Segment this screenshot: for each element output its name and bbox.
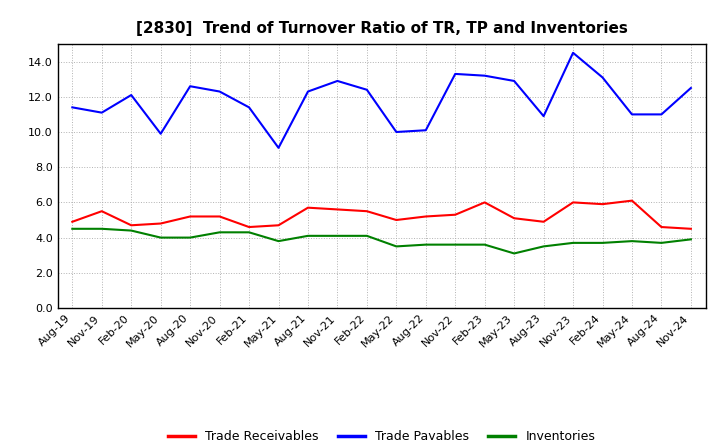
Inventories (510, 251, 518, 256)
Trade Receivables (363, 209, 372, 214)
Inventories (687, 237, 696, 242)
Inventories (392, 244, 400, 249)
Trade Payables (245, 105, 253, 110)
Inventories (333, 233, 342, 238)
Trade Payables (598, 75, 607, 80)
Trade Payables (451, 71, 459, 77)
Trade Payables (333, 78, 342, 84)
Trade Receivables (245, 224, 253, 230)
Inventories (245, 230, 253, 235)
Trade Payables (127, 92, 135, 98)
Trade Payables (539, 114, 548, 119)
Trade Receivables (421, 214, 430, 219)
Trade Payables (657, 112, 666, 117)
Trade Receivables (333, 207, 342, 212)
Inventories (68, 226, 76, 231)
Trade Receivables (687, 226, 696, 231)
Trade Receivables (392, 217, 400, 223)
Trade Receivables (156, 221, 165, 226)
Trade Payables (215, 89, 224, 94)
Trade Receivables (215, 214, 224, 219)
Trade Payables (480, 73, 489, 78)
Trade Receivables (539, 219, 548, 224)
Inventories (97, 226, 106, 231)
Trade Receivables (510, 216, 518, 221)
Inventories (304, 233, 312, 238)
Inventories (480, 242, 489, 247)
Trade Receivables (569, 200, 577, 205)
Trade Receivables (480, 200, 489, 205)
Inventories (274, 238, 283, 244)
Inventories (127, 228, 135, 233)
Inventories (598, 240, 607, 246)
Inventories (215, 230, 224, 235)
Inventories (451, 242, 459, 247)
Trade Payables (156, 131, 165, 136)
Line: Trade Receivables: Trade Receivables (72, 201, 691, 229)
Line: Inventories: Inventories (72, 229, 691, 253)
Trade Receivables (186, 214, 194, 219)
Trade Receivables (97, 209, 106, 214)
Trade Payables (687, 85, 696, 91)
Inventories (421, 242, 430, 247)
Inventories (657, 240, 666, 246)
Trade Payables (68, 105, 76, 110)
Trade Receivables (657, 224, 666, 230)
Trade Payables (628, 112, 636, 117)
Inventories (156, 235, 165, 240)
Trade Payables (392, 129, 400, 135)
Trade Receivables (304, 205, 312, 210)
Trade Payables (186, 84, 194, 89)
Legend: Trade Receivables, Trade Payables, Inventories: Trade Receivables, Trade Payables, Inven… (163, 425, 600, 440)
Title: [2830]  Trend of Turnover Ratio of TR, TP and Inventories: [2830] Trend of Turnover Ratio of TR, TP… (135, 21, 628, 36)
Trade Receivables (68, 219, 76, 224)
Trade Payables (274, 145, 283, 150)
Trade Payables (363, 87, 372, 92)
Trade Payables (97, 110, 106, 115)
Trade Receivables (628, 198, 636, 203)
Trade Payables (510, 78, 518, 84)
Inventories (539, 244, 548, 249)
Inventories (628, 238, 636, 244)
Inventories (186, 235, 194, 240)
Inventories (363, 233, 372, 238)
Trade Receivables (274, 223, 283, 228)
Line: Trade Payables: Trade Payables (72, 53, 691, 148)
Trade Payables (569, 50, 577, 55)
Trade Receivables (598, 202, 607, 207)
Trade Receivables (127, 223, 135, 228)
Inventories (569, 240, 577, 246)
Trade Payables (421, 128, 430, 133)
Trade Receivables (451, 212, 459, 217)
Trade Payables (304, 89, 312, 94)
